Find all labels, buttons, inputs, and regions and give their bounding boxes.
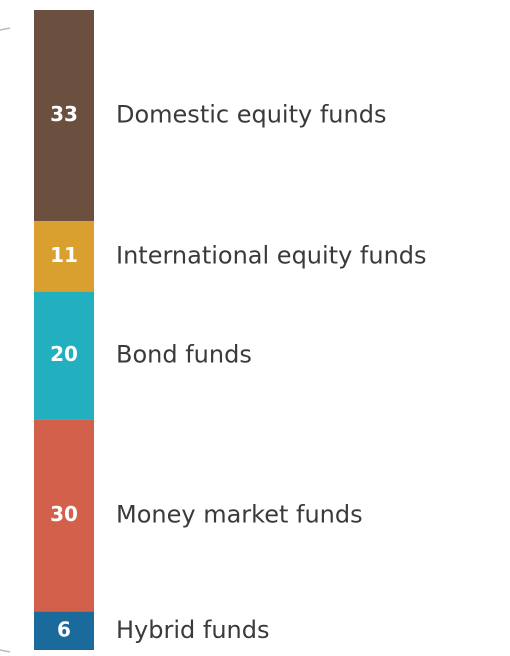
segment-label: Money market funds: [116, 501, 363, 529]
segment-label: Hybrid funds: [116, 616, 270, 644]
segment-label: International equity funds: [116, 241, 427, 269]
bracket-bottom: [0, 649, 11, 653]
segment-label: Domestic equity funds: [116, 101, 386, 129]
bar-segment: [34, 291, 94, 420]
value-label: 30: [50, 502, 78, 526]
value-label: 33: [50, 102, 78, 126]
value-label: 11: [50, 243, 78, 267]
bar-segment: [34, 611, 94, 650]
bar-segment: [34, 419, 94, 612]
value-label: 6: [57, 617, 71, 641]
bracket-top: [0, 27, 11, 31]
bar-segment: [34, 221, 94, 292]
bar-segment: [34, 10, 94, 222]
value-label: 20: [50, 342, 78, 366]
segment-label: Bond funds: [116, 341, 252, 369]
